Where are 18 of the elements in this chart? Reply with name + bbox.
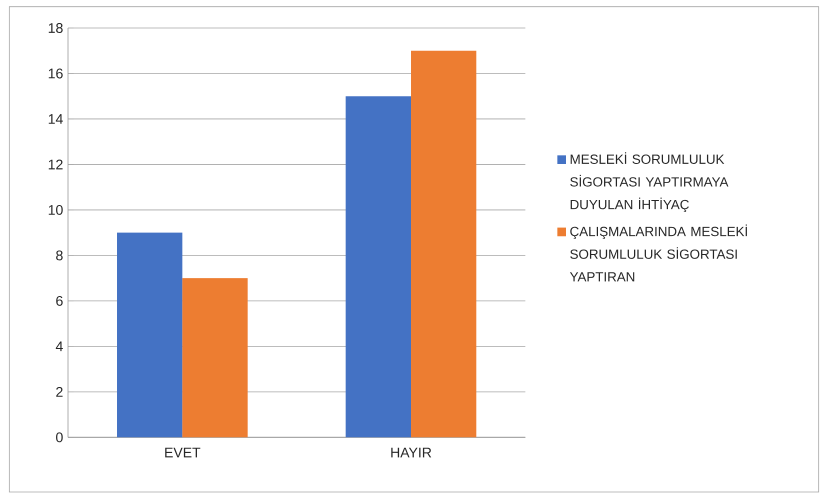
y-tick-label: 16 [48, 68, 63, 78]
x-tick-label: EVET [165, 448, 200, 458]
y-tick-label: 10 [48, 204, 63, 215]
y-tick-label: 18 [48, 22, 63, 33]
y-tick-label: 14 [48, 114, 63, 124]
y-tick-label: 2 [56, 386, 63, 397]
x-tick-label: HAYIR [391, 448, 432, 458]
y-tick-label: 4 [56, 341, 63, 352]
bar [117, 232, 182, 438]
y-tick-label: 8 [56, 250, 63, 260]
legend-label: ÇALIŞMALARINDA MESLEKİ SORUMLULUK SİGORTASI YAPTIRAN [570, 224, 747, 282]
y-tick-label: 12 [48, 159, 63, 170]
y-tick-label: 0 [56, 432, 63, 442]
bar [411, 50, 476, 438]
legend-label: MESLEKİ SORUMLULUK SİGORTASI YAPTIRMAYA DUYULAN İHTİYAÇ [570, 152, 728, 212]
y-tick-label: 6 [56, 296, 63, 306]
bar [346, 96, 412, 438]
bar [182, 278, 248, 438]
